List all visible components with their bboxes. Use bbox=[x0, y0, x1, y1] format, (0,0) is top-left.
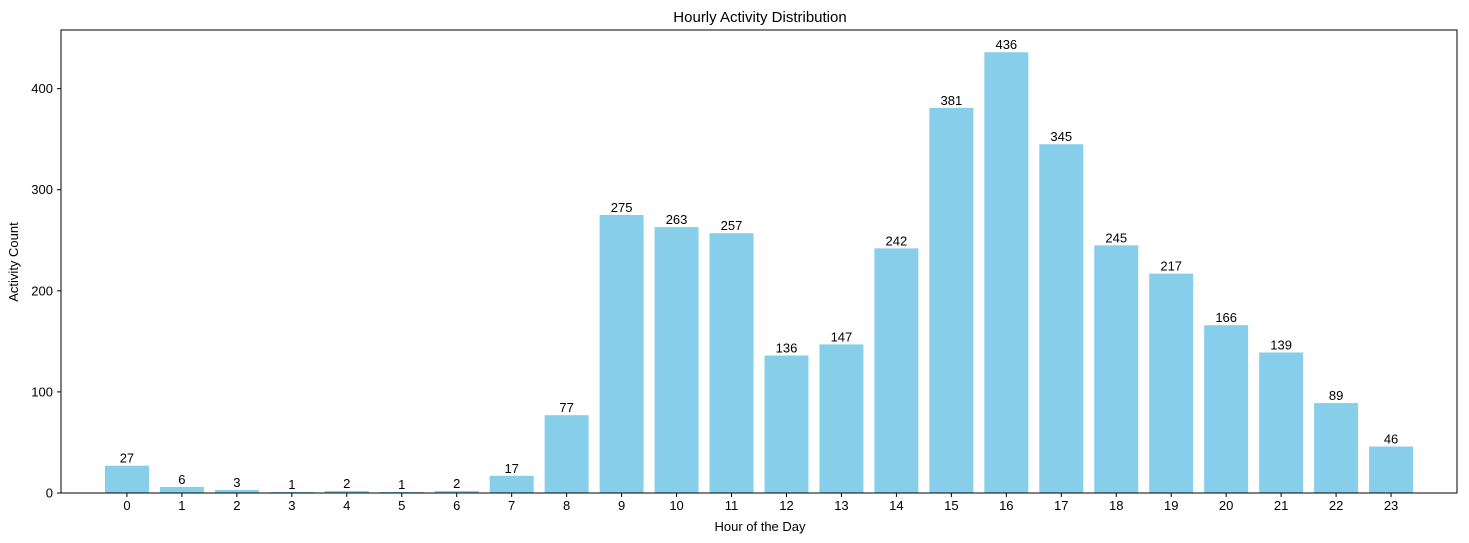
bar-hour-16 bbox=[984, 52, 1029, 493]
bar-hour-3 bbox=[269, 491, 314, 493]
bar-hour-9 bbox=[599, 214, 644, 494]
x-tick-label: 23 bbox=[1384, 498, 1398, 513]
x-tick-label: 5 bbox=[398, 498, 405, 513]
x-tick-label: 7 bbox=[508, 498, 515, 513]
bar-hour-15 bbox=[929, 107, 974, 494]
bar-hour-14 bbox=[874, 248, 919, 493]
x-tick-label: 12 bbox=[779, 498, 793, 513]
bar-hour-20 bbox=[1204, 325, 1249, 493]
x-tick-label: 11 bbox=[725, 498, 739, 513]
x-tick-label: 13 bbox=[834, 498, 848, 513]
x-tick-label: 21 bbox=[1274, 498, 1288, 513]
data-label-hour-6: 2 bbox=[453, 476, 460, 491]
x-tick-label: 20 bbox=[1219, 498, 1233, 513]
bar-hour-7 bbox=[489, 475, 534, 493]
data-label-hour-22: 89 bbox=[1329, 388, 1343, 403]
x-axis-ticks: 0 1 2 3 4 5 6 7 8 9 10 11 12 13 14 15 16 17 18 19 20 21 22 23 bbox=[123, 493, 1398, 513]
bar-hour-1 bbox=[159, 486, 204, 493]
bar-hour-8 bbox=[544, 415, 589, 493]
data-label-hour-15: 381 bbox=[941, 93, 963, 108]
y-tick-label: 100 bbox=[31, 384, 53, 399]
y-tick-label: 400 bbox=[31, 81, 53, 96]
x-tick-label: 9 bbox=[618, 498, 625, 513]
data-label-hour-10: 263 bbox=[666, 212, 688, 227]
x-tick-label: 0 bbox=[123, 498, 130, 513]
x-tick-label: 19 bbox=[1164, 498, 1178, 513]
x-tick-label: 2 bbox=[233, 498, 240, 513]
y-tick-label: 0 bbox=[46, 486, 53, 501]
chart-title: Hourly Activity Distribution bbox=[673, 9, 846, 26]
bar-hour-10 bbox=[654, 227, 699, 493]
x-axis-label: Hour of the Day bbox=[714, 519, 806, 534]
data-label-hour-23: 46 bbox=[1384, 431, 1398, 446]
x-tick-label: 22 bbox=[1329, 498, 1343, 513]
bar-hour-19 bbox=[1149, 273, 1194, 493]
x-tick-label: 18 bbox=[1109, 498, 1123, 513]
x-tick-label: 10 bbox=[669, 498, 683, 513]
data-label-hour-1: 6 bbox=[178, 472, 185, 487]
x-tick-label: 17 bbox=[1054, 498, 1068, 513]
bar-hour-11 bbox=[709, 233, 754, 493]
data-label-hour-3: 1 bbox=[288, 477, 295, 492]
data-label-hour-18: 245 bbox=[1105, 230, 1127, 245]
y-axis-ticks: 0 100 200 300 400 bbox=[31, 81, 61, 501]
bar-hour-6 bbox=[434, 490, 479, 493]
data-label-hour-2: 3 bbox=[233, 475, 240, 490]
bar-hour-18 bbox=[1094, 245, 1139, 493]
data-label-hour-16: 436 bbox=[995, 37, 1017, 52]
data-label-hour-7: 17 bbox=[504, 461, 518, 476]
y-axis-label: Activity Count bbox=[6, 222, 21, 302]
x-tick-label: 6 bbox=[453, 498, 460, 513]
bar-hour-23 bbox=[1369, 446, 1414, 493]
x-tick-label: 4 bbox=[343, 498, 350, 513]
bar-hour-2 bbox=[214, 489, 259, 493]
bar-hour-0 bbox=[104, 465, 149, 493]
bars-group bbox=[104, 52, 1414, 494]
x-tick-label: 8 bbox=[563, 498, 570, 513]
data-label-hour-13: 147 bbox=[831, 329, 853, 344]
data-label-hour-11: 257 bbox=[721, 218, 743, 233]
data-label-hour-21: 139 bbox=[1270, 337, 1292, 352]
data-label-hour-19: 217 bbox=[1160, 259, 1182, 274]
bar-hour-21 bbox=[1259, 352, 1304, 493]
bar-hour-22 bbox=[1314, 403, 1359, 493]
x-tick-label: 16 bbox=[999, 498, 1013, 513]
data-label-hour-5: 1 bbox=[398, 477, 405, 492]
data-label-hour-0: 27 bbox=[120, 451, 134, 466]
data-label-hour-4: 2 bbox=[343, 476, 350, 491]
x-tick-label: 14 bbox=[889, 498, 903, 513]
x-tick-label: 3 bbox=[288, 498, 295, 513]
data-label-hour-9: 275 bbox=[611, 200, 633, 215]
data-label-hour-8: 77 bbox=[559, 400, 573, 415]
bar-hour-4 bbox=[324, 490, 369, 493]
data-label-hour-20: 166 bbox=[1215, 310, 1237, 325]
y-tick-label: 300 bbox=[31, 182, 53, 197]
data-label-hour-12: 136 bbox=[776, 341, 798, 356]
plot-frame bbox=[60, 29, 1458, 494]
y-tick-label: 200 bbox=[31, 283, 53, 298]
data-label-hour-14: 242 bbox=[886, 233, 908, 248]
x-tick-label: 15 bbox=[944, 498, 958, 513]
bar-hour-13 bbox=[819, 344, 864, 493]
bar-hour-5 bbox=[379, 491, 424, 493]
bar-hour-12 bbox=[764, 355, 809, 493]
x-tick-label: 1 bbox=[178, 498, 185, 513]
bar-hour-17 bbox=[1039, 144, 1084, 493]
data-label-hour-17: 345 bbox=[1050, 129, 1072, 144]
